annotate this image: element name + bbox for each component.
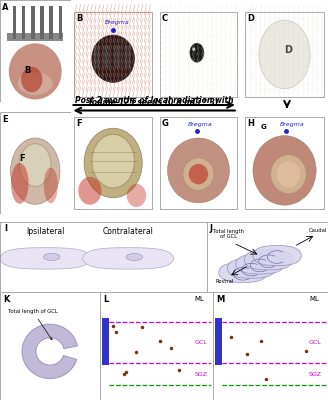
- Ellipse shape: [18, 72, 53, 95]
- Text: Caudal: Caudal: [309, 228, 327, 232]
- Bar: [40, 6, 44, 39]
- Ellipse shape: [271, 155, 306, 194]
- Polygon shape: [43, 254, 60, 260]
- Polygon shape: [253, 246, 301, 266]
- Text: J: J: [209, 224, 212, 233]
- Bar: [104, 46, 109, 67]
- Text: SGZ: SGZ: [194, 372, 207, 376]
- Ellipse shape: [167, 138, 230, 203]
- Polygon shape: [22, 324, 77, 379]
- Text: GCL: GCL: [309, 340, 322, 345]
- Ellipse shape: [84, 128, 142, 198]
- Text: Bregma: Bregma: [105, 20, 130, 25]
- Polygon shape: [83, 248, 174, 269]
- Bar: [13, 6, 16, 39]
- Text: G: G: [261, 124, 267, 130]
- Polygon shape: [126, 254, 143, 260]
- Bar: [102, 318, 109, 366]
- Ellipse shape: [253, 136, 316, 205]
- Text: Rostral: Rostral: [215, 279, 234, 284]
- Text: I: I: [4, 224, 7, 233]
- Bar: [74, 12, 152, 97]
- Text: Iodine-125 seeds (0.8 mCi * 3): Iodine-125 seeds (0.8 mCi * 3): [90, 98, 219, 107]
- Text: G: G: [162, 120, 169, 128]
- Ellipse shape: [78, 177, 102, 205]
- Text: A: A: [2, 3, 9, 12]
- Text: F: F: [20, 154, 25, 163]
- Text: C: C: [162, 14, 168, 23]
- Bar: [22, 6, 25, 39]
- Text: M: M: [217, 295, 225, 304]
- Text: Bregma: Bregma: [280, 122, 305, 127]
- Ellipse shape: [277, 161, 300, 187]
- Text: D: D: [284, 45, 293, 55]
- Ellipse shape: [192, 48, 195, 51]
- Ellipse shape: [10, 138, 60, 204]
- Text: H: H: [247, 120, 254, 128]
- Text: D: D: [247, 14, 255, 23]
- Text: E: E: [2, 115, 8, 124]
- Text: Ipsilateral: Ipsilateral: [26, 227, 65, 236]
- Text: B: B: [25, 66, 31, 76]
- Text: Total length
of GCL: Total length of GCL: [213, 229, 244, 240]
- Text: K: K: [3, 295, 10, 304]
- Text: Bregma: Bregma: [188, 122, 212, 127]
- Polygon shape: [219, 262, 267, 282]
- Bar: [245, 12, 324, 97]
- Text: L: L: [103, 295, 109, 304]
- Bar: [7, 33, 64, 41]
- Text: SGZ: SGZ: [309, 372, 322, 376]
- Text: ML: ML: [195, 296, 205, 302]
- Ellipse shape: [9, 43, 62, 100]
- Ellipse shape: [21, 67, 42, 92]
- Text: Total length of GCL: Total length of GCL: [8, 309, 58, 340]
- Bar: [49, 6, 53, 39]
- Polygon shape: [227, 258, 276, 278]
- Ellipse shape: [44, 168, 58, 203]
- Ellipse shape: [19, 144, 51, 186]
- Ellipse shape: [127, 184, 146, 207]
- Text: F: F: [77, 120, 82, 128]
- Bar: [215, 318, 222, 366]
- Bar: [94, 46, 99, 67]
- Ellipse shape: [92, 134, 134, 188]
- Text: ML: ML: [309, 296, 319, 302]
- Polygon shape: [0, 248, 91, 269]
- Ellipse shape: [259, 20, 310, 89]
- Text: B: B: [77, 14, 83, 23]
- Text: GCL: GCL: [195, 340, 207, 345]
- Text: Contralateral: Contralateral: [103, 227, 154, 236]
- Ellipse shape: [190, 43, 204, 62]
- Ellipse shape: [183, 158, 214, 190]
- Polygon shape: [236, 254, 284, 274]
- Bar: [125, 46, 130, 67]
- Ellipse shape: [11, 163, 29, 204]
- Bar: [115, 46, 120, 67]
- Ellipse shape: [92, 35, 134, 82]
- Bar: [31, 6, 34, 39]
- Bar: [160, 12, 237, 97]
- Bar: [58, 6, 62, 39]
- Ellipse shape: [189, 164, 208, 184]
- Text: Post 2 months of local radiation with: Post 2 months of local radiation with: [75, 96, 234, 105]
- Polygon shape: [244, 250, 293, 270]
